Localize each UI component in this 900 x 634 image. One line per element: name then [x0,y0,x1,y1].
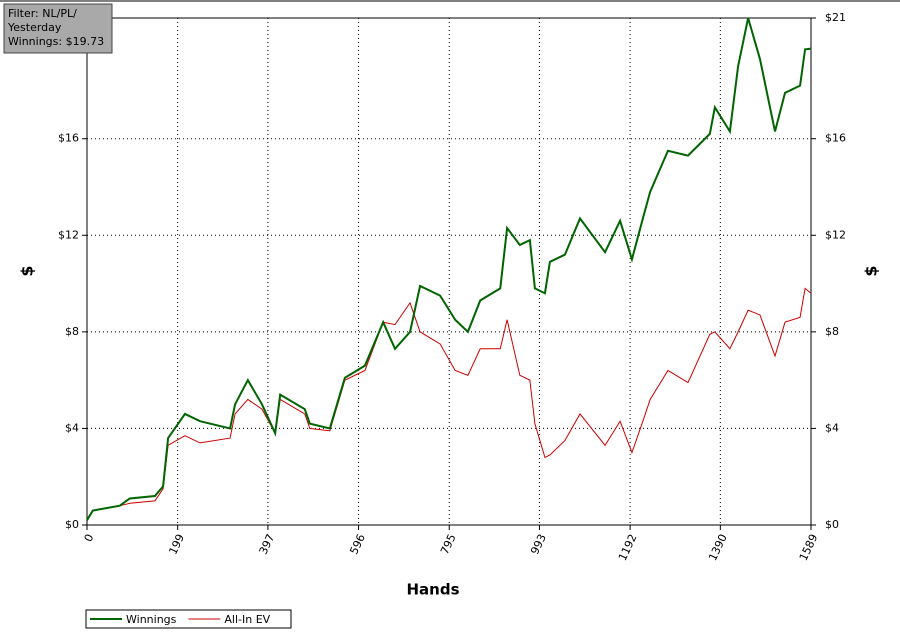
plot-frame [86,17,812,526]
y-tick-label: $4 [65,421,79,434]
y2-tick-label: $0 [825,518,839,531]
x-tick-label: 0 [82,532,97,544]
y-axis-label: $ [18,265,37,276]
y-tick-label: $12 [58,228,79,241]
y-tick-label: $16 [58,132,79,145]
y2-tick-label: $8 [825,325,839,338]
filter-text: Yesterday [7,21,62,34]
x-tick-label: 1192 [616,532,640,563]
x-tick-label: 1589 [797,532,821,563]
y-tick-label: $8 [65,325,79,338]
filter-text: Filter: NL/PL/ [8,7,77,20]
x-axis-label: Hands [406,581,459,599]
x-tick-label: 993 [528,532,549,557]
x-tick-label: 795 [438,532,459,557]
x-tick-label: 397 [257,532,278,557]
y2-axis-label: $ [862,265,881,276]
series-line [86,287,812,521]
legend-label: Winnings [126,613,177,626]
y2-tick-label: $4 [825,421,839,434]
filter-box-bg [3,3,113,54]
legend: Winnings All-In EV [85,609,292,629]
x-tick-label: 199 [166,532,187,557]
y2-tick-label: $21 [825,11,846,24]
y2-tick-label: $16 [825,132,846,145]
legend-label: All-In EV [224,613,270,626]
y-tick-label: $0 [65,518,79,531]
x-tick-label: 596 [347,532,368,557]
y2-tick-label: $12 [825,228,846,241]
filter-text: Winnings: $19.73 [8,35,104,48]
series-line [86,17,812,521]
x-tick-label: 1390 [706,532,730,563]
